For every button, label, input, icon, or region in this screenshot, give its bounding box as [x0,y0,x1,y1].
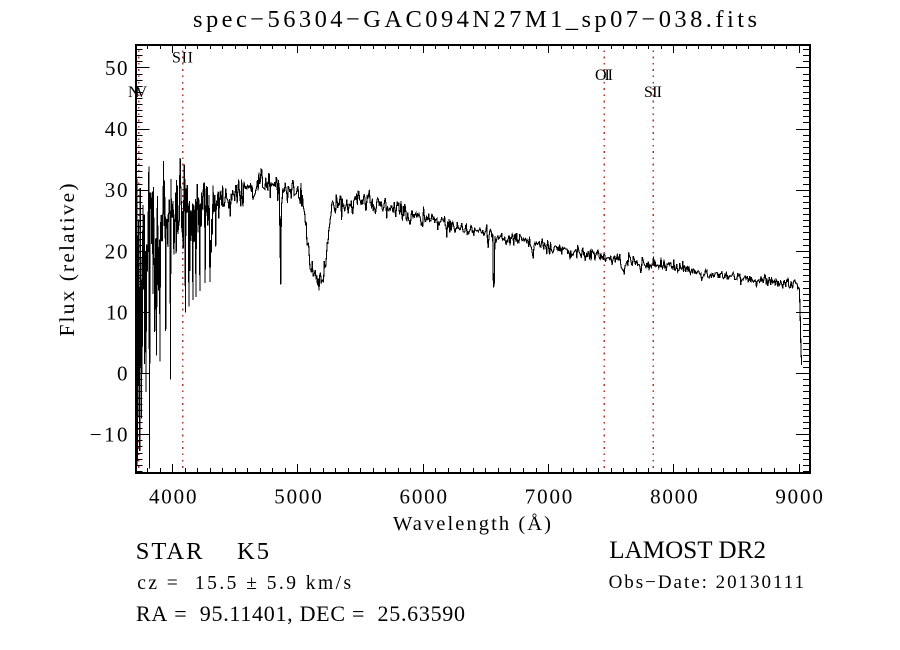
svg-text:5000: 5000 [274,485,322,509]
svg-text:Wavelength (Å): Wavelength (Å) [393,513,551,535]
svg-text:NV: NV [128,84,147,101]
svg-text:Obs−Date: 20130111: Obs−Date: 20130111 [609,572,804,593]
svg-text:0: 0 [117,362,128,386]
svg-text:−10: −10 [90,423,128,447]
svg-text:STAR K5: STAR K5 [136,538,269,565]
svg-text:20: 20 [105,239,128,263]
svg-text:8000: 8000 [650,485,698,509]
svg-text:SII: SII [172,49,193,66]
svg-text:RA = 95.11401, DEC = 25.6359: RA = 95.11401, DEC = 25.63590 [136,601,465,626]
svg-text:4000: 4000 [149,485,197,509]
svg-text:SII: SII [644,84,662,101]
svg-text:10: 10 [106,301,128,325]
svg-text:9000: 9000 [775,485,823,509]
svg-text:Flux (relative): Flux (relative) [55,184,79,337]
svg-text:40: 40 [105,117,128,141]
svg-text:spec−56304−GAC094N27M1_sp07−03: spec−56304−GAC094N27M1_sp07−038.fits [193,6,757,33]
svg-text:LAMOST DR2: LAMOST DR2 [609,537,766,564]
svg-text:7000: 7000 [525,485,573,509]
svg-text:30: 30 [105,178,128,202]
svg-text:6000: 6000 [400,485,448,509]
svg-text:50: 50 [105,56,128,80]
svg-text:OII: OII [595,67,613,84]
